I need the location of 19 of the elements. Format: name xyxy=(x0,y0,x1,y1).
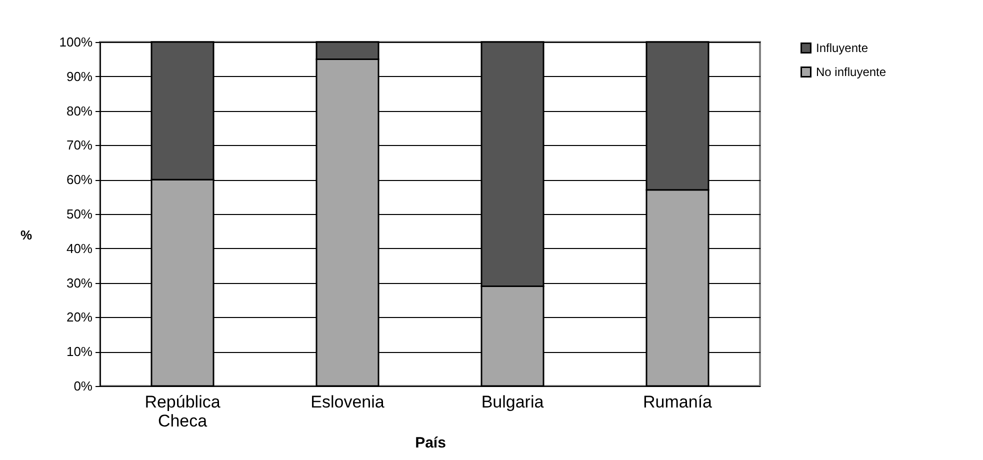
y-tick-label: 20% xyxy=(66,310,93,325)
x-tick-label: Eslovenia xyxy=(310,392,385,412)
y-tick-label: 90% xyxy=(66,68,93,84)
y-tick-label: 0% xyxy=(74,378,93,394)
y-axis-title: % xyxy=(20,228,32,242)
x-axis-title: País xyxy=(415,434,446,452)
y-tick-label: 30% xyxy=(66,275,93,290)
y-tick-label: 50% xyxy=(66,206,93,222)
legend-label: No influyente xyxy=(816,65,886,79)
x-tick-label: Rumanía xyxy=(643,392,713,412)
y-tick-label: 60% xyxy=(66,172,93,188)
x-tick-label: República Checa xyxy=(144,392,221,430)
y-tick-label: 40% xyxy=(66,240,93,256)
legend-label: Influyente xyxy=(816,41,868,55)
y-tick-label: 70% xyxy=(66,138,93,153)
y-tick-label: 100% xyxy=(59,34,93,50)
x-tick-label: Bulgaria xyxy=(481,392,544,412)
y-tick-label: 10% xyxy=(66,344,93,360)
y-tick-label: 80% xyxy=(66,103,93,118)
